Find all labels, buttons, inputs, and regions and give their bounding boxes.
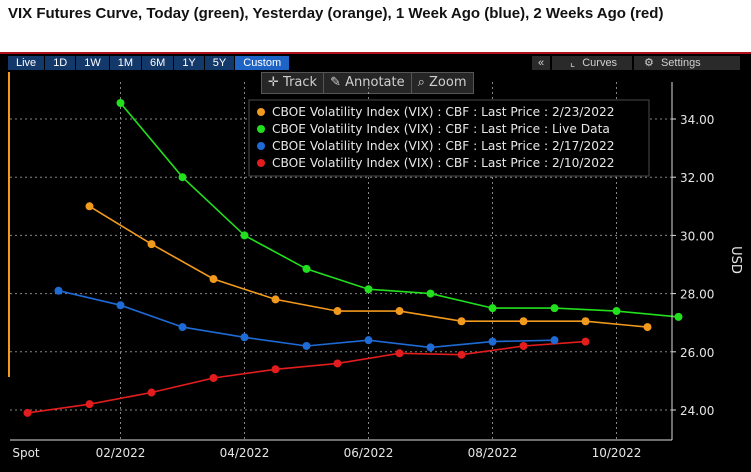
data-point [550,336,559,345]
chart-toolbar: ✛ Track ✎ Annotate ⌕ Zoom [261,72,474,94]
data-point [209,373,218,382]
y-tick-label: 30.00 [680,229,714,243]
annotate-label: Annotate [345,75,405,90]
tab-6m[interactable]: 6M [142,56,174,70]
data-point [23,408,32,417]
range-tab-bar: Live 1D 1W 1M 6M 1Y 5Y Custom [8,56,290,70]
x-tick-label: 04/2022 [220,446,270,460]
annotate-tool[interactable]: ✎ Annotate [323,73,411,93]
data-point [178,173,187,182]
zoom-label: Zoom [429,75,467,90]
tab-5y[interactable]: 5Y [204,56,235,70]
data-point [488,337,497,346]
data-point [550,304,559,313]
gear-icon: ⚙ [644,57,654,69]
zoom-tool[interactable]: ⌕ Zoom [410,73,473,93]
x-tick-label: 10/2022 [592,446,642,460]
data-point [643,323,652,332]
y-tick-label: 34.00 [680,113,714,127]
data-point [147,388,156,397]
y-axis-label: USD [728,246,743,274]
y-tick-label: 32.00 [680,171,714,185]
data-point [519,341,528,350]
track-label: Track [283,75,318,90]
data-point [147,240,156,249]
data-point [457,317,466,326]
data-point [178,323,187,332]
data-point [612,307,621,316]
series-line-2 [58,289,555,349]
x-tick-label: 06/2022 [344,446,394,460]
x-tick-label: Spot [12,446,40,460]
data-point [271,295,280,304]
x-tick-label: 08/2022 [468,446,518,460]
line-chart-icon: ⌞ [570,57,576,69]
data-point [116,301,125,310]
tab-1d[interactable]: 1D [45,56,76,70]
data-point [395,349,404,358]
legend-marker [257,142,265,150]
tab-1m[interactable]: 1M [109,56,142,70]
double-chevron-left-icon: « [537,57,545,69]
data-point [581,317,590,326]
series-line-3 [27,340,586,414]
legend-box [248,99,650,177]
data-point [116,98,125,107]
data-point [364,285,373,294]
series-line-1 [119,102,679,318]
tab-live[interactable]: Live [8,56,45,70]
legend-entry: CBOE Volatility Index (VIX) : CBF : Last… [272,105,614,119]
settings-button[interactable]: ⚙ Settings [634,56,740,70]
terminal-panel: Live 1D 1W 1M 6M 1Y 5Y Custom « ⌞ Curves… [0,52,751,472]
data-point [240,231,249,240]
tab-1w[interactable]: 1W [76,56,109,70]
data-point [426,343,435,352]
data-point [302,264,311,273]
data-point [85,202,94,211]
data-point [271,365,280,374]
data-point [488,304,497,313]
data-point [364,336,373,345]
data-point [581,337,590,346]
legend-marker [257,159,265,167]
data-point [333,359,342,368]
y-tick-label: 28.00 [680,288,714,302]
data-point [302,341,311,350]
settings-label: Settings [660,57,701,69]
data-point [519,317,528,326]
data-point [395,307,404,316]
legend-marker [257,108,265,116]
page-title: VIX Futures Curve, Today (green), Yester… [8,5,664,22]
red-divider [0,52,751,54]
data-point [85,400,94,409]
tab-1y[interactable]: 1Y [174,56,204,70]
collapse-button[interactable]: « [532,56,550,70]
pencil-icon: ✎ [330,75,341,90]
legend-entry: CBOE Volatility Index (VIX) : CBF : Last… [272,156,614,170]
curves-button[interactable]: ⌞ Curves [552,56,632,70]
track-tool[interactable]: ✛ Track [262,73,323,93]
data-point [457,350,466,359]
data-point [426,289,435,298]
data-point [54,286,63,295]
y-tick-label: 24.00 [680,404,714,418]
data-point [209,275,218,284]
data-point [333,307,342,316]
x-tick-label: 02/2022 [96,446,146,460]
y-tick-label: 26.00 [680,346,714,360]
legend-entry: CBOE Volatility Index (VIX) : CBF : Last… [272,139,614,153]
series-line-0 [89,205,648,328]
data-point [674,312,683,321]
magnifier-icon: ⌕ [417,75,425,90]
orange-marker-bar [8,72,10,377]
legend-entry: CBOE Volatility Index (VIX) : CBF : Last… [272,122,610,136]
data-point [240,333,249,342]
crosshair-icon: ✛ [268,75,279,90]
legend-marker [257,125,265,133]
curves-label: Curves [582,57,618,69]
tab-custom[interactable]: Custom [235,56,290,70]
vix-futures-chart: 24.00 26.00 28.00 30.00 32.00 34.00 Spot 02/202… [10,82,743,460]
